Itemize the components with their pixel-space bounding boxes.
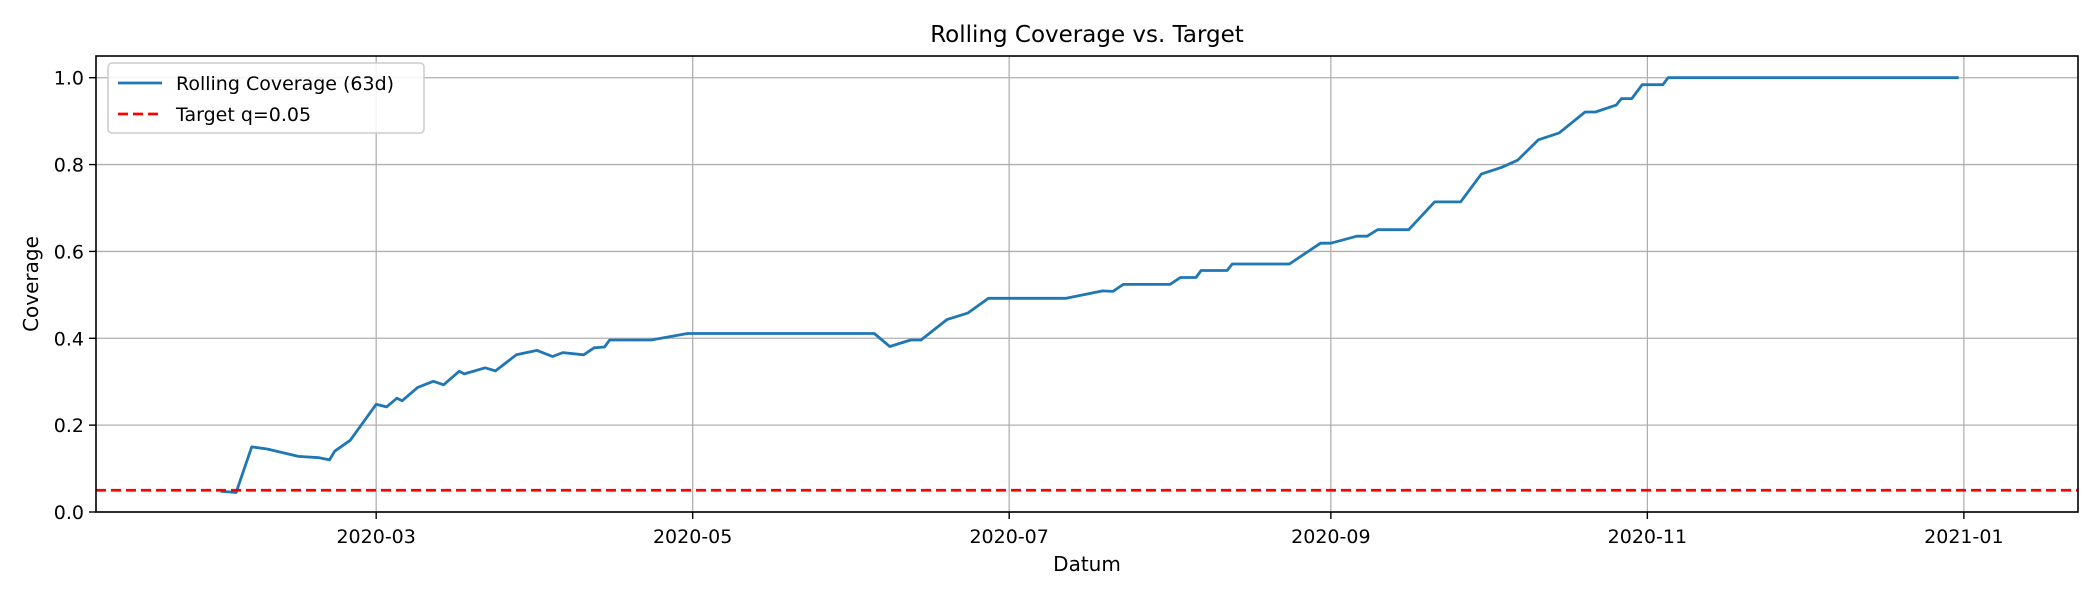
y-tick-label: 0.0 bbox=[54, 502, 84, 524]
coverage-line bbox=[220, 76, 1959, 494]
y-tick-label: 0.4 bbox=[54, 328, 84, 350]
y-tick-label: 1.0 bbox=[54, 68, 84, 90]
x-tick-label: 2020-09 bbox=[1291, 526, 1370, 548]
legend-box bbox=[107, 62, 425, 134]
x-tick-label: 2021-01 bbox=[1924, 526, 2003, 548]
legend: Rolling Coverage (63d) Target q=0.05 bbox=[107, 62, 425, 134]
x-tick-label: 2020-05 bbox=[653, 526, 732, 548]
x-tick-label: 2020-07 bbox=[969, 526, 1048, 548]
x-tick-label: 2020-11 bbox=[1608, 526, 1687, 548]
y-axis-label: Coverage bbox=[19, 236, 43, 332]
x-axis-label: Datum bbox=[1053, 552, 1121, 576]
y-tick-label: 0.6 bbox=[54, 241, 84, 263]
chart-title: Rolling Coverage vs. Target bbox=[930, 22, 1244, 48]
ticks: 2020-03 2020-05 2020-07 2020-09 2020-11 2021-… bbox=[54, 68, 2004, 548]
y-tick-label: 0.8 bbox=[54, 155, 84, 177]
x-tick-label: 2020-03 bbox=[336, 526, 415, 548]
y-tick-label: 0.2 bbox=[54, 415, 84, 437]
series-layer bbox=[96, 76, 2078, 494]
legend-label-coverage: Rolling Coverage (63d) bbox=[176, 73, 394, 95]
plot-frame bbox=[95, 55, 2079, 513]
legend-label-target: Target q=0.05 bbox=[175, 104, 311, 126]
